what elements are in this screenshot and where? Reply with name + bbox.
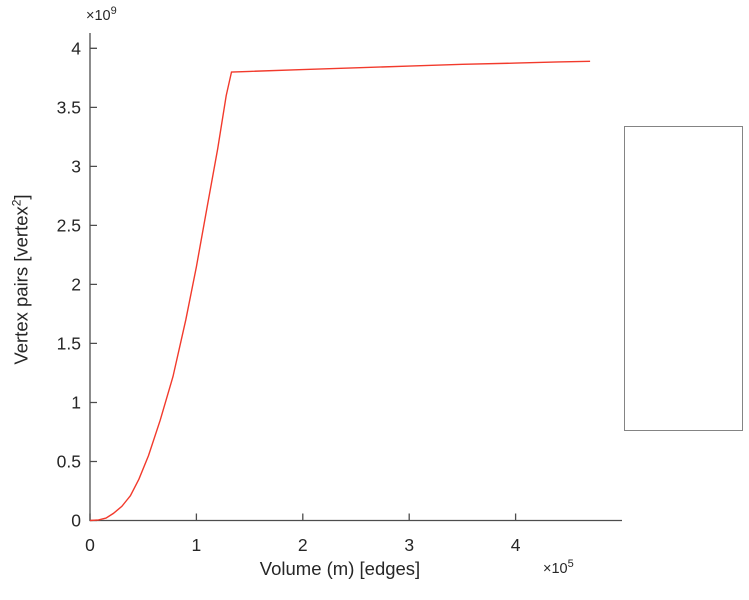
x-tick-label: 3 <box>404 535 414 555</box>
y-axis-exponent-label: ×109 <box>86 5 117 24</box>
y-tick-label: 0 <box>71 511 81 531</box>
x-tick-label: 0 <box>85 535 95 555</box>
x-exponent-power: 5 <box>567 558 574 570</box>
y-axis-title-superscript: 2 <box>9 199 24 207</box>
series-line-15-hops <box>89 60 591 522</box>
y-exponent-base: ×10 <box>86 8 111 24</box>
x-tick-label: 2 <box>298 535 308 555</box>
y-tick-label: 3 <box>71 156 81 176</box>
x-tick-label: 1 <box>192 535 202 555</box>
y-tick-label: 1.5 <box>57 333 81 353</box>
y-exponent-power: 9 <box>110 5 117 17</box>
y-tick-label: 2 <box>71 274 81 294</box>
x-tick-label: 4 <box>511 535 521 555</box>
x-axis-title: Volume (m) [edges] <box>259 558 421 579</box>
axis-ticks <box>89 47 517 522</box>
y-tick-label: 3.5 <box>57 97 81 117</box>
legend <box>624 126 743 431</box>
y-tick-label: 4 <box>71 38 81 58</box>
y-tick-label: 1 <box>71 393 81 413</box>
axes-lines <box>89 33 622 522</box>
y-tick-label: 0.5 <box>57 452 81 472</box>
x-exponent-base: ×10 <box>543 561 568 577</box>
y-axis-title-close: ] <box>10 194 32 200</box>
x-axis-exponent-label: ×105 <box>543 558 574 577</box>
y-axis-title: Vertex pairs [vertex2] <box>10 80 33 480</box>
y-axis-title-main: Vertex pairs [vertex <box>10 206 32 365</box>
y-tick-label: 2.5 <box>57 215 81 235</box>
